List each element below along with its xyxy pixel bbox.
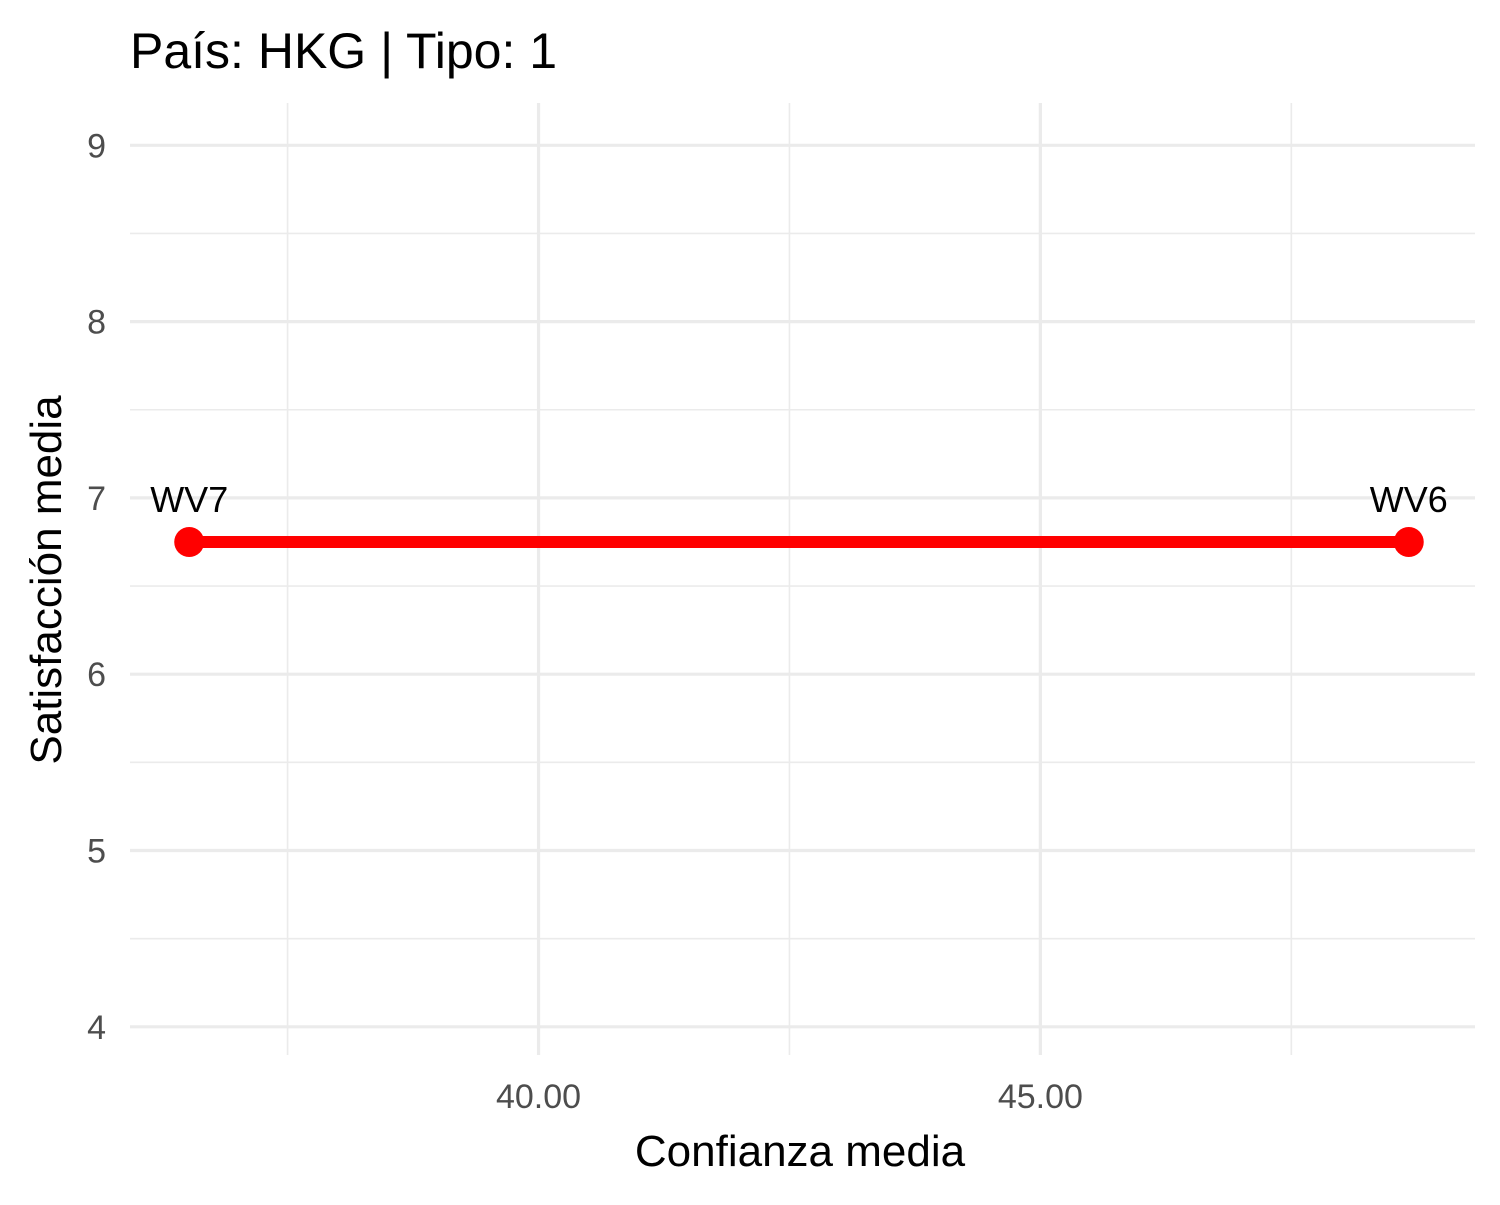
point-label: WV7 [150, 479, 228, 520]
data-point [174, 526, 205, 557]
y-tick-label: 5 [87, 832, 106, 870]
grid [130, 103, 1475, 1055]
x-tick-label: 40.00 [496, 1078, 581, 1116]
y-tick-label: 9 [87, 127, 106, 165]
y-tick-label: 8 [87, 304, 106, 342]
y-tick-label: 6 [87, 656, 106, 694]
y-tick-label: 7 [87, 480, 106, 518]
data-point [1393, 526, 1424, 557]
series-layer: WV7 WV6 [150, 479, 1448, 557]
tick-labels: 4 5 6 7 8 9 40.00 45.00 [87, 127, 1083, 1116]
x-tick-label: 45.00 [998, 1078, 1083, 1116]
y-axis-title: Satisfacción media [22, 395, 71, 765]
point-label: WV6 [1370, 479, 1448, 520]
x-axis-title: Confianza media [635, 1127, 966, 1176]
y-tick-label: 4 [87, 1009, 106, 1047]
chart-title: País: HKG | Tipo: 1 [130, 23, 557, 79]
